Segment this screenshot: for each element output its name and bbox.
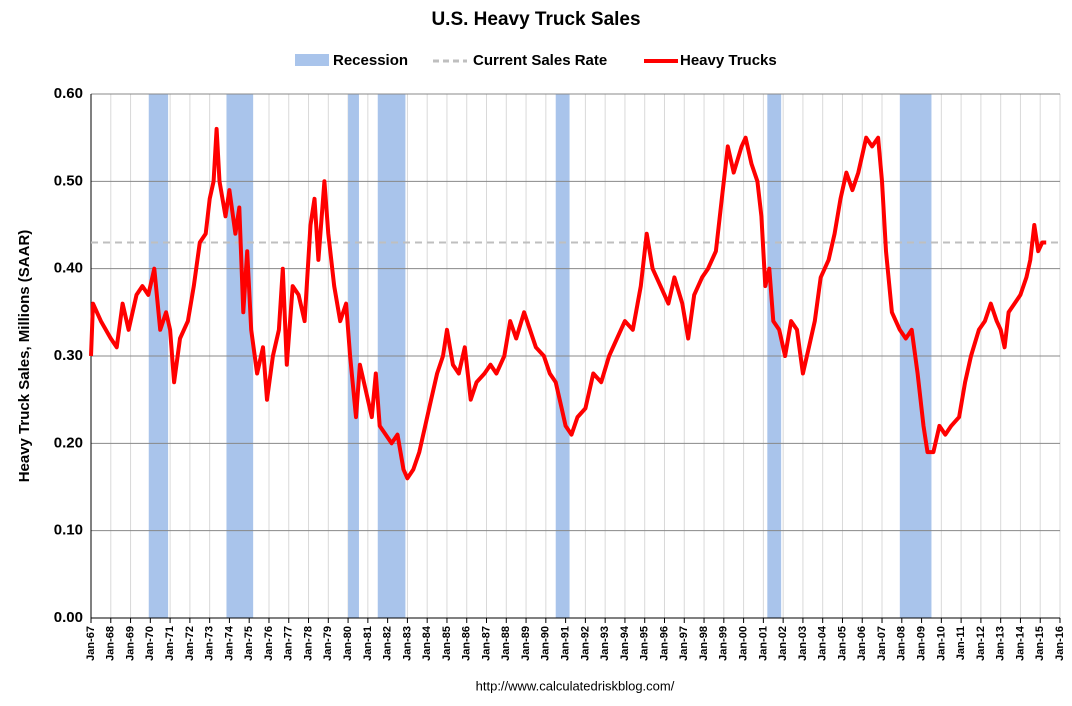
x-tick-label: Jan-88 <box>500 626 512 661</box>
x-tick-label: Jan-74 <box>223 625 235 661</box>
x-tick-label: Jan-68 <box>105 626 117 661</box>
x-tick-label: Jan-09 <box>915 626 927 661</box>
x-tick-label: Jan-79 <box>322 626 334 661</box>
x-tick-label: Jan-86 <box>461 626 473 661</box>
x-tick-label: Jan-89 <box>520 626 532 661</box>
chart-title: U.S. Heavy Truck Sales <box>431 9 640 30</box>
y-tick-label: 0.50 <box>54 172 83 189</box>
x-tick-label: Jan-07 <box>876 626 888 661</box>
x-tick-label: Jan-92 <box>579 626 591 661</box>
x-tick-label: Jan-94 <box>619 625 631 661</box>
y-tick-label: 0.00 <box>54 609 83 626</box>
x-tick-label: Jan-01 <box>757 626 769 661</box>
x-tick-label: Jan-71 <box>164 626 176 661</box>
x-tick-label: Jan-00 <box>737 626 749 661</box>
x-tick-label: Jan-16 <box>1054 626 1066 661</box>
x-tick-label: Jan-90 <box>540 626 552 661</box>
y-tick-label: 0.40 <box>54 260 83 277</box>
x-tick-label: Jan-80 <box>342 626 354 661</box>
x-tick-label: Jan-95 <box>639 626 651 661</box>
legend-label: Recession <box>333 52 408 69</box>
data-line <box>89 126 1047 481</box>
legend-label: Current Sales Rate <box>473 52 607 69</box>
x-tick-label: Jan-99 <box>718 626 730 661</box>
x-tick-label: Jan-08 <box>896 626 908 661</box>
x-tick-label: Jan-82 <box>382 626 394 661</box>
x-tick-label: Jan-14 <box>1014 625 1026 661</box>
x-tick-label: Jan-83 <box>401 626 413 661</box>
x-tick-label: Jan-69 <box>124 626 136 661</box>
x-tick-label: Jan-04 <box>817 625 829 661</box>
x-tick-label: Jan-85 <box>441 626 453 661</box>
x-tick-label: Jan-78 <box>302 626 314 661</box>
x-tick-label: Jan-73 <box>204 626 216 661</box>
x-tick-label: Jan-13 <box>995 626 1007 661</box>
x-tick-label: Jan-02 <box>777 626 789 661</box>
x-tick-label: Jan-87 <box>480 626 492 661</box>
x-tick-label: Jan-06 <box>856 626 868 661</box>
x-tick-label: Jan-12 <box>975 626 987 661</box>
x-tick-label: Jan-70 <box>144 626 156 661</box>
x-tick-label: Jan-75 <box>243 626 255 661</box>
y-tick-label: 0.20 <box>54 434 83 451</box>
x-tick-label: Jan-77 <box>283 626 295 661</box>
y-tick-label: 0.10 <box>54 522 83 539</box>
x-tick-label: Jan-76 <box>263 626 275 661</box>
x-tick-label: Jan-97 <box>678 626 690 661</box>
y-axis-label: Heavy Truck Sales, Millions (SAAR) <box>16 230 33 483</box>
x-tick-label: Jan-72 <box>184 626 196 661</box>
x-tick-label: Jan-67 <box>85 626 97 661</box>
y-tick-label: 0.30 <box>54 347 83 364</box>
legend-recession-swatch <box>295 54 329 66</box>
legend-label: Heavy Trucks <box>680 52 777 69</box>
x-tick-label: Jan-84 <box>421 625 433 661</box>
x-tick-label: Jan-98 <box>698 626 710 661</box>
x-tick-label: Jan-03 <box>797 626 809 661</box>
y-tick-label: 0.60 <box>54 85 83 102</box>
x-tick-label: Jan-11 <box>955 626 967 660</box>
x-tick-label: Jan-15 <box>1034 626 1046 661</box>
source: http://www.calculatedriskblog.com/ <box>476 678 675 693</box>
x-tick-label: Jan-05 <box>836 626 848 661</box>
x-tick-label: Jan-93 <box>599 626 611 661</box>
x-tick-label: Jan-10 <box>935 626 947 661</box>
x-tick-label: Jan-96 <box>658 626 670 661</box>
x-tick-label: Jan-81 <box>362 626 374 661</box>
x-tick-label: Jan-91 <box>560 626 572 661</box>
